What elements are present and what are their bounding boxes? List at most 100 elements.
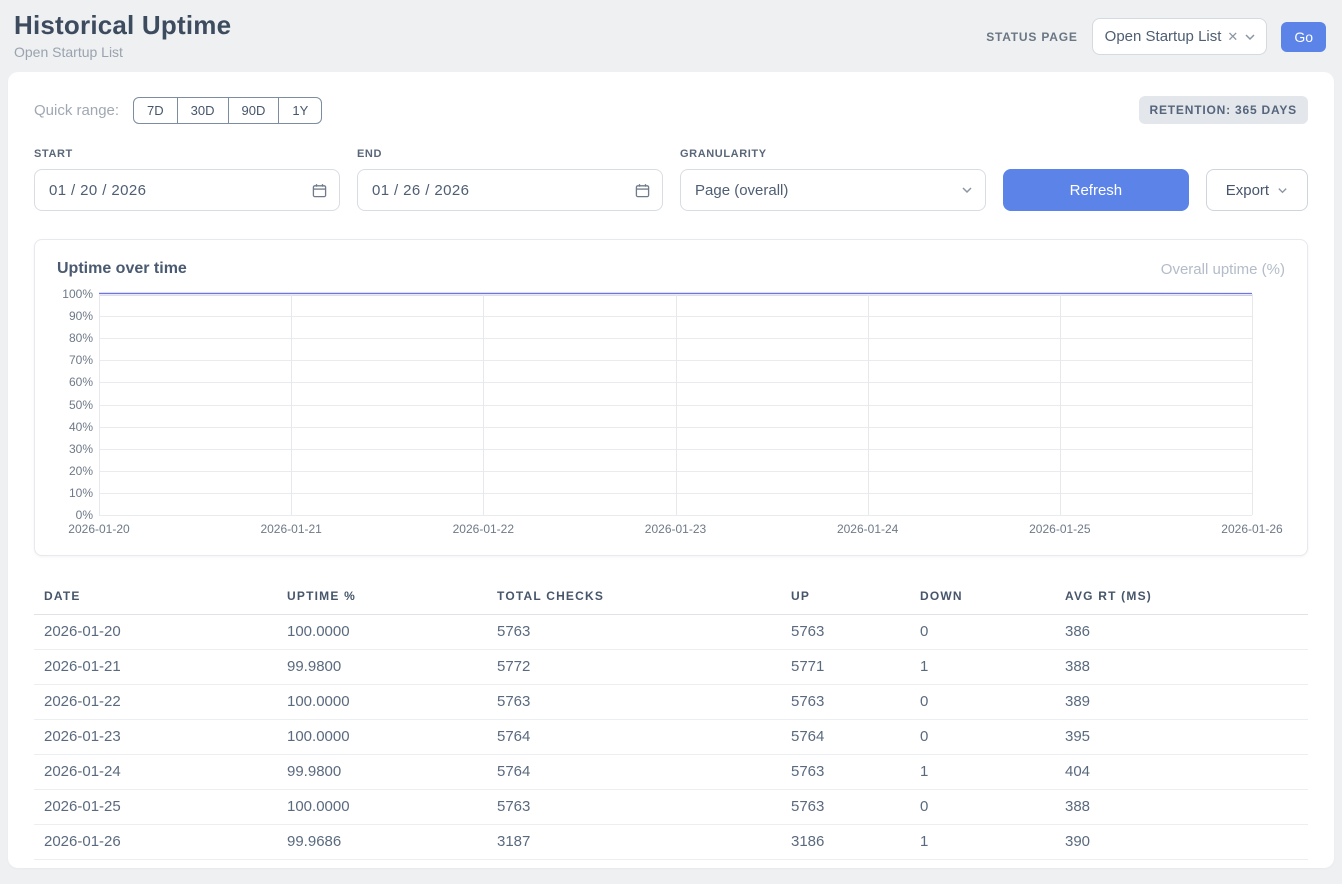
- h-gridline: [99, 515, 1252, 516]
- table-cell: 1: [910, 649, 1055, 685]
- y-tick-label: 0%: [75, 508, 93, 522]
- table-cell: 395: [1055, 719, 1308, 755]
- table-cell: 1: [910, 824, 1055, 860]
- chevron-down-icon: [961, 184, 973, 196]
- table-cell: 2026-01-26: [34, 824, 277, 860]
- export-button[interactable]: Export: [1205, 169, 1308, 211]
- y-tick-label: 100%: [62, 287, 93, 301]
- table-header-row: DATE UPTIME % TOTAL CHECKS UP DOWN AVG RT (MS…: [34, 580, 1308, 615]
- table-cell: 0: [910, 684, 1055, 720]
- end-date-value: 01 / 26 / 2026: [372, 181, 470, 199]
- y-tick-label: 90%: [68, 309, 93, 324]
- retention-badge: RETENTION: 365 DAYS: [1138, 96, 1308, 124]
- x-tick-label: 2026-01-26: [1221, 522, 1283, 536]
- y-tick-label: 40%: [68, 419, 93, 434]
- status-page-value: Open Startup List: [1104, 28, 1222, 45]
- export-label: Export: [1225, 181, 1270, 199]
- x-tick-label: 2026-01-20: [68, 522, 130, 536]
- title-block: Historical Uptime Open Startup List: [14, 10, 231, 60]
- refresh-button[interactable]: Refresh: [1003, 169, 1189, 211]
- calendar-icon[interactable]: [312, 183, 327, 198]
- header-controls: STATUS PAGE Open Startup List ✕ Go: [986, 18, 1326, 55]
- table-column-header: DOWN: [910, 580, 1055, 615]
- y-axis-labels: 100% 90% 80% 70% 60% 50% 40% 30% 20% 10% 0%: [57, 287, 99, 522]
- uptime-table: DATE UPTIME % TOTAL CHECKS UP DOWN AVG RT (MS…: [34, 580, 1308, 860]
- table-cell: 5763: [781, 614, 910, 650]
- end-label: END: [357, 148, 383, 160]
- range-7d-button[interactable]: 7D: [133, 96, 178, 124]
- table-cell: 5771: [781, 649, 910, 685]
- chart-legend: Overall uptime (%): [1160, 260, 1285, 278]
- table-cell: 99.9800: [277, 754, 487, 790]
- table-cell: 404: [1055, 754, 1308, 790]
- table-column-header: TOTAL CHECKS: [487, 580, 781, 615]
- range-90d-button[interactable]: 90D: [227, 96, 280, 124]
- clear-selection-icon[interactable]: ✕: [1227, 28, 1239, 44]
- table-cell: 100.0000: [277, 789, 487, 825]
- table-cell: 0: [910, 719, 1055, 755]
- v-gridline: [291, 294, 293, 515]
- range-30d-button[interactable]: 30D: [176, 96, 229, 124]
- table-row: 2026-01-21 99.9800 5772 5771 1 388: [34, 649, 1308, 685]
- v-gridline: [675, 294, 677, 515]
- table-cell: 5764: [487, 754, 781, 790]
- table-cell: 100.0000: [277, 684, 487, 720]
- table-cell: 5764: [781, 719, 910, 755]
- table-row: 2026-01-20 100.0000 5763 5763 0 386: [34, 614, 1308, 650]
- table-cell: 5764: [487, 719, 781, 755]
- table-cell: 99.9800: [277, 649, 487, 685]
- table-cell: 2026-01-21: [34, 649, 277, 685]
- start-date-input[interactable]: 01 / 20 / 2026: [34, 169, 340, 211]
- calendar-icon[interactable]: [635, 183, 650, 198]
- table-cell: 5763: [781, 789, 910, 825]
- x-tick-label: 2026-01-22: [452, 522, 515, 536]
- x-tick-label: 2026-01-25: [1029, 522, 1091, 536]
- table-cell: 5763: [487, 789, 781, 825]
- granularity-value: Page (overall): [695, 181, 789, 199]
- range-1y-button[interactable]: 1Y: [278, 96, 323, 124]
- table-cell: 389: [1055, 684, 1308, 720]
- table-column-header: AVG RT (MS): [1055, 580, 1308, 615]
- x-tick-label: 2026-01-23: [644, 522, 707, 536]
- page-title: Historical Uptime: [14, 10, 232, 40]
- v-gridline: [483, 294, 485, 515]
- v-gridline: [867, 294, 869, 515]
- granularity-label: GRANULARITY: [680, 148, 767, 160]
- table-cell: 100.0000: [277, 719, 487, 755]
- filter-row: START 01 / 20 / 2026 END 01 / 26 / 2026 …: [34, 148, 1308, 211]
- plot-area: [99, 294, 1253, 516]
- chevron-down-icon: [1244, 31, 1256, 43]
- quick-range-row: Quick range: 7D 30D 90D 1Y RETENTION: 36…: [34, 96, 1308, 124]
- y-tick-label: 60%: [68, 375, 93, 390]
- table-row: 2026-01-23 100.0000 5764 5764 0 395: [34, 719, 1308, 755]
- chart-body: 100% 90% 80% 70% 60% 50% 40% 30% 20% 10% 0%: [57, 287, 1285, 522]
- table-column-header: UPTIME %: [277, 580, 487, 615]
- table-cell: 2026-01-25: [34, 789, 277, 825]
- table-cell: 0: [910, 614, 1055, 650]
- main-panel: Quick range: 7D 30D 90D 1Y RETENTION: 36…: [8, 72, 1334, 868]
- table-cell: 5763: [487, 684, 781, 720]
- granularity-select[interactable]: Page (overall): [680, 169, 986, 211]
- table-cell: 3186: [781, 824, 910, 860]
- table-row: 2026-01-25 100.0000 5763 5763 0 388: [34, 789, 1308, 825]
- go-button[interactable]: Go: [1281, 21, 1326, 52]
- quick-range-group: 7D 30D 90D 1Y: [133, 96, 323, 124]
- table-cell: 1: [910, 754, 1055, 790]
- table-column-header: DATE: [34, 580, 277, 615]
- table-cell: 388: [1055, 789, 1308, 825]
- table-column-header: UP: [781, 580, 910, 615]
- table-cell: 2026-01-23: [34, 719, 277, 755]
- table-cell: 100.0000: [277, 614, 487, 650]
- y-tick-label: 70%: [68, 353, 93, 368]
- table-cell: 390: [1055, 824, 1308, 860]
- table-cell: 3187: [487, 824, 781, 860]
- table-cell: 2026-01-20: [34, 614, 277, 650]
- chart-title: Uptime over time: [57, 260, 187, 277]
- table-cell: 2026-01-22: [34, 684, 277, 720]
- end-date-input[interactable]: 01 / 26 / 2026: [357, 169, 663, 211]
- status-page-select[interactable]: Open Startup List ✕: [1091, 18, 1268, 55]
- page-subtitle: Open Startup List: [14, 44, 123, 60]
- y-tick-label: 30%: [68, 441, 93, 456]
- status-page-label: STATUS PAGE: [986, 29, 1078, 44]
- table-cell: 5772: [487, 649, 781, 685]
